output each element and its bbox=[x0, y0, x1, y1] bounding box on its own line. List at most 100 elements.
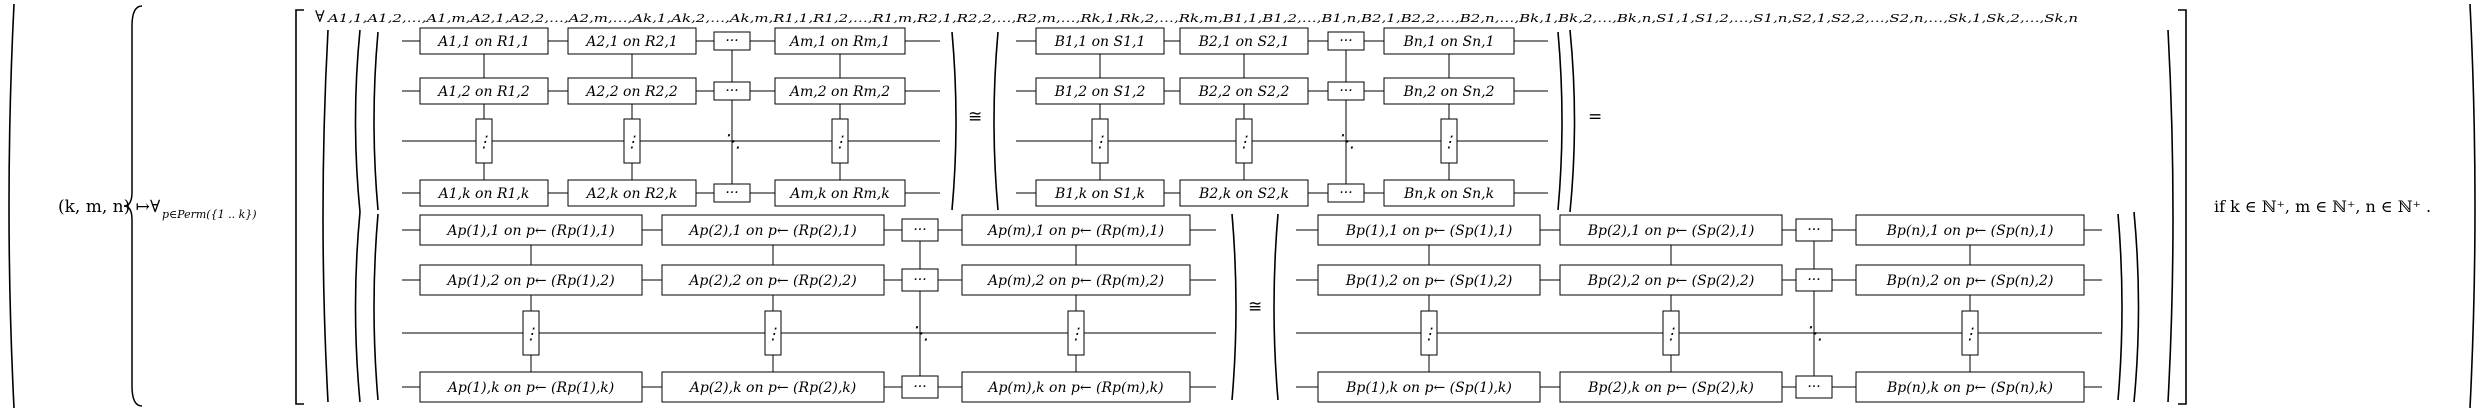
forall-vars-subscript: A1,1,A1,2,…,A1,m,A2,1,A2,2,…,A2,m,…,Ak,1… bbox=[327, 12, 2078, 25]
top_right-vdots-box bbox=[1440, 118, 1458, 164]
top-eq-paren-right bbox=[1569, 29, 1576, 213]
top_right-vdots-box bbox=[1235, 118, 1253, 164]
top_left-dots-box bbox=[713, 31, 751, 51]
bottom_left-box bbox=[961, 371, 1191, 403]
bottom_right-box bbox=[1855, 264, 2085, 296]
bottom_right-vdots: ⋮ bbox=[1421, 324, 1437, 343]
top_right-hdots: ··· bbox=[1339, 33, 1352, 49]
top_left-box bbox=[419, 27, 549, 55]
bottom_right-hdots: ··· bbox=[1807, 222, 1820, 238]
top_right-box bbox=[1383, 77, 1515, 105]
bottom_right-box-label: Bp(2),2 on p← (Sp(2),2) bbox=[1587, 273, 1755, 289]
top-eq-paren-left bbox=[354, 29, 361, 213]
perm-subscript: p∈Perm({1 .. k}) bbox=[162, 208, 257, 221]
bottom_right-box-label: Bp(2),k on p← (Sp(2),k) bbox=[1587, 380, 1754, 396]
bottom_left-box-label: Ap(m),k on p← (Rp(m),k) bbox=[986, 380, 1163, 396]
bottom_left-hdots: ··· bbox=[913, 379, 926, 395]
top_left-box-label: A2,1 on R2,1 bbox=[584, 34, 678, 50]
bottom_left-box-label: Ap(2),k on p← (Rp(2),k) bbox=[688, 380, 857, 396]
top_left-vdots: ⋮ bbox=[832, 132, 848, 151]
top_right-box bbox=[1179, 27, 1309, 55]
bottom_right-box-label: Bp(n),1 on p← (Sp(n),1) bbox=[1886, 223, 2054, 239]
top_right-box bbox=[1035, 27, 1165, 55]
bottom_left-box-label: Ap(1),1 on p← (Rp(1),1) bbox=[445, 223, 614, 239]
bottom_right-dots-box bbox=[1795, 375, 1833, 399]
top_right-vdots: ⋮ bbox=[1092, 132, 1108, 151]
top_left-box bbox=[774, 27, 906, 55]
top_left-box-label: Am,2 on Rm,2 bbox=[788, 84, 890, 100]
top_right-dots-box bbox=[1327, 183, 1365, 203]
bottom_right-box-label: Bp(n),k on p← (Sp(n),k) bbox=[1886, 380, 2053, 396]
top_right-dots-box bbox=[1327, 81, 1365, 101]
top_left-box-label: A1,k on R1,k bbox=[437, 186, 530, 202]
bottom-right-paren-right bbox=[2117, 213, 2123, 401]
top_left-hdots: ··· bbox=[725, 83, 738, 99]
forall-perm-symbol: ∀ bbox=[150, 197, 161, 217]
forall-square-bracket-left bbox=[295, 9, 304, 405]
top_left-vdots: ⋮ bbox=[476, 132, 492, 151]
top_right-box-label: B1,2 on S1,2 bbox=[1054, 84, 1146, 100]
top_left-vdots-box bbox=[831, 118, 849, 164]
top_left-box-label: Am,1 on Rm,1 bbox=[788, 34, 890, 50]
forall-square-bracket-right bbox=[2178, 9, 2187, 405]
bottom_right-vdots-box bbox=[1662, 310, 1680, 356]
top_left-box-label: A2,2 on R2,2 bbox=[584, 84, 678, 100]
top_left-box-label: A1,2 on R1,2 bbox=[436, 84, 530, 100]
bottom_left-box bbox=[961, 214, 1191, 246]
bottom_left-vdots: ⋮ bbox=[523, 324, 539, 343]
bottom_left-box-label: Ap(m),2 on p← (Rp(m),2) bbox=[986, 273, 1164, 289]
bottom_right-hdots: ··· bbox=[1807, 272, 1820, 288]
top_left-box bbox=[419, 179, 549, 207]
top_right-dots-box bbox=[1327, 31, 1365, 51]
bottom_left-dots-box bbox=[901, 375, 939, 399]
equals-symbol: = bbox=[1588, 107, 1602, 127]
top_left-box bbox=[774, 179, 906, 207]
bottom_left-box bbox=[419, 264, 643, 296]
bottom_right-box bbox=[1559, 214, 1783, 246]
top_left-box-label: A1,1 on R1,1 bbox=[436, 34, 530, 50]
bottom_left-box-label: Ap(2),2 on p← (Rp(2),2) bbox=[687, 273, 856, 289]
top-right-paren-left bbox=[993, 31, 999, 211]
top_left-box bbox=[419, 77, 549, 105]
top_left-vdots-box bbox=[475, 118, 493, 164]
condition-text: if k ∈ ℕ⁺, m ∈ ℕ⁺, n ∈ ℕ⁺ . bbox=[2214, 197, 2431, 216]
bottom_left-vdots: ⋮ bbox=[765, 324, 781, 343]
top_right-hdots: ··· bbox=[1339, 83, 1352, 99]
bottom_left-vdots-box bbox=[522, 310, 540, 356]
top_right-box-label: Bn,2 on Sn,2 bbox=[1403, 84, 1495, 100]
bottom_left-box-label: Ap(2),1 on p← (Rp(2),1) bbox=[687, 223, 856, 239]
top_left-box-label: A2,k on R2,k bbox=[585, 186, 678, 202]
iso-symbol-top: ≅ bbox=[968, 107, 982, 127]
bottom_right-dots-box bbox=[1795, 218, 1833, 242]
bottom_left-vdots-box bbox=[764, 310, 782, 356]
top_right-box bbox=[1179, 77, 1309, 105]
bottom_left-box-label: Ap(1),k on p← (Rp(1),k) bbox=[446, 380, 615, 396]
bottom_left-dots-box bbox=[901, 268, 939, 292]
bottom_right-vdots: ⋮ bbox=[1962, 324, 1978, 343]
outer-paren-right bbox=[2469, 3, 2476, 409]
bottom-right-paren-left bbox=[1273, 213, 1279, 401]
top_right-box-label: B2,2 on S2,2 bbox=[1198, 84, 1290, 100]
top_right-box-label: B2,k on S2,k bbox=[1198, 186, 1289, 202]
top_right-box-label: Bn,1 on Sn,1 bbox=[1403, 34, 1495, 50]
bottom_left-vdots-box bbox=[1067, 310, 1085, 356]
bottom_left-box bbox=[661, 214, 885, 246]
bottom_right-box-label: Bp(1),2 on p← (Sp(1),2) bbox=[1345, 273, 1513, 289]
top_left-box-label: Am,k on Rm,k bbox=[788, 186, 889, 202]
lhs-map: (k, m, n) ↦ bbox=[58, 197, 150, 217]
forall-body-paren-right bbox=[2167, 29, 2174, 403]
top_left-dots-box bbox=[713, 183, 751, 203]
bottom_right-box bbox=[1559, 264, 1783, 296]
top_right-box bbox=[1035, 77, 1165, 105]
bottom_right-box bbox=[1317, 371, 1541, 403]
bottom_right-box-label: Bp(1),1 on p← (Sp(1),1) bbox=[1345, 223, 1513, 239]
bottom-left-paren-left bbox=[373, 213, 379, 401]
top_right-box-label: B1,k on S1,k bbox=[1054, 186, 1145, 202]
top-left-paren-right bbox=[951, 31, 957, 211]
forall-body-paren-left bbox=[322, 29, 329, 403]
top_right-box-label: Bn,k on Sn,k bbox=[1403, 186, 1494, 202]
bottom_left-box bbox=[419, 371, 643, 403]
top_left-dots-box bbox=[713, 81, 751, 101]
bottom_left-hdots: ··· bbox=[913, 222, 926, 238]
bottom_left-ddots: ⋱ bbox=[911, 323, 929, 344]
